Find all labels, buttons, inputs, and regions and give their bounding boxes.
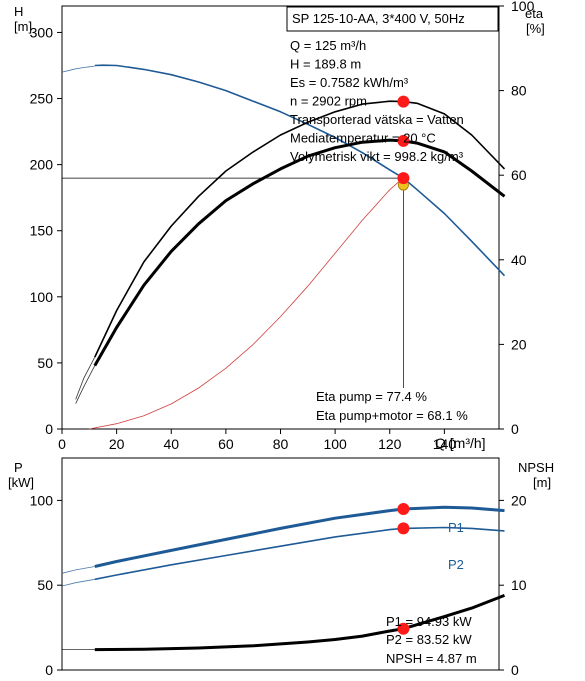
curve-eta_pump <box>94 100 506 358</box>
right-tick-label: 20 <box>511 492 527 508</box>
left-tick-label: 50 <box>37 577 53 593</box>
marker-p2 <box>397 522 410 535</box>
curve-H <box>94 64 506 277</box>
curve-P2-extension <box>61 578 95 587</box>
bottom-right-axis-title-line1: NPSH <box>518 460 554 475</box>
series-label-p2: P2 <box>448 557 464 572</box>
x-tick-label: 0 <box>58 436 66 452</box>
marker-eta-pump-motor <box>397 134 410 147</box>
top-plot-frame <box>61 5 500 430</box>
left-tick-label: 300 <box>30 24 54 40</box>
curve-NPSH <box>94 594 506 652</box>
left-tick-label: 0 <box>45 662 53 678</box>
bottom-right-axis-title-line2: [m] <box>533 475 551 490</box>
eta-pump-motor-label: Eta pump+motor = 68.1 % <box>316 408 468 423</box>
info-line: Es = 0.7582 kWh/m³ <box>290 75 409 90</box>
x-tick-label: 140 <box>433 436 457 452</box>
bottom-left-axis-title-line2: [kW] <box>8 475 34 490</box>
left-tick-label: 50 <box>37 355 53 371</box>
curve-P2 <box>94 526 505 581</box>
x-tick-label: 40 <box>163 436 179 452</box>
p1-result-label: P1 = 94.93 kW <box>386 614 472 629</box>
curve-P1 <box>94 505 505 568</box>
p2-result-label: P2 = 83.52 kW <box>386 632 472 647</box>
right-tick-label: 40 <box>511 252 527 268</box>
curve-eta_pump_motor-extension <box>75 365 96 404</box>
top-left-axis-title-line1: H <box>14 4 23 19</box>
right-tick-label: 10 <box>511 577 527 593</box>
curve-eta_pump-extension <box>75 356 96 400</box>
marker-head <box>397 172 410 185</box>
info-line: H = 189.8 m <box>290 57 361 72</box>
bottom-left-axis-title-line1: P <box>14 460 23 475</box>
info-line: n = 2902 rpm <box>290 94 367 109</box>
left-tick-label: 0 <box>45 421 53 437</box>
marker-eta-pump <box>397 95 410 108</box>
eta-pump-label: Eta pump = 77.4 % <box>316 389 427 404</box>
right-tick-label: 100 <box>511 0 535 14</box>
curve-P1-extension <box>61 566 95 574</box>
x-tick-label: 100 <box>323 436 347 452</box>
top-left-axis-title-line2: [m] <box>14 19 32 34</box>
info-line: Q = 125 m³/h <box>290 38 366 53</box>
curve-H-extension <box>61 65 95 73</box>
x-tick-label: 20 <box>109 436 125 452</box>
info-title-box <box>286 6 499 32</box>
top-right-axis-title-line1: eta <box>525 6 544 21</box>
curve-system <box>89 177 404 430</box>
x-axis-title: Q [m³/h] <box>435 435 486 451</box>
left-tick-label: 100 <box>30 289 54 305</box>
info-line: Mediatemperatur = 20 °C <box>290 131 436 146</box>
left-tick-label: 150 <box>30 223 54 239</box>
marker-npsh <box>397 622 410 635</box>
info-title: SP 125-10-AA, 3*400 V, 50Hz <box>292 11 465 26</box>
marker-p1 <box>397 502 410 515</box>
x-tick-label: 60 <box>218 436 234 452</box>
series-label-p1: P1 <box>448 520 464 535</box>
left-tick-label: 100 <box>30 492 54 508</box>
left-tick-label: 200 <box>30 157 54 173</box>
npsh-result-label: NPSH = 4.87 m <box>386 651 477 666</box>
bottom-plot-frame <box>61 457 500 671</box>
x-tick-label: 80 <box>273 436 289 452</box>
x-tick-label: 120 <box>378 436 402 452</box>
right-tick-label: 60 <box>511 167 527 183</box>
right-tick-label: 0 <box>511 421 519 437</box>
curve-eta_pump_motor <box>93 138 506 367</box>
right-tick-label: 80 <box>511 83 527 99</box>
info-line: Volymetrisk vikt = 998.2 kg/m³ <box>290 149 464 164</box>
info-line: Transporterad vätska = Vatten <box>290 112 464 127</box>
right-tick-label: 0 <box>511 662 519 678</box>
top-right-axis-title-line2: [%] <box>526 21 545 36</box>
right-tick-label: 20 <box>511 336 527 352</box>
left-tick-label: 250 <box>30 91 54 107</box>
